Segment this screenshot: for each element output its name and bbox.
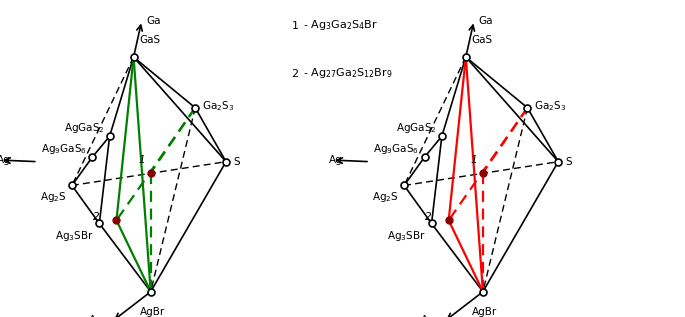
Text: GaS: GaS	[471, 35, 493, 45]
Text: S: S	[233, 157, 240, 167]
Text: 2: 2	[92, 211, 99, 222]
Text: Ag: Ag	[421, 315, 435, 317]
Text: Ag$_2$S: Ag$_2$S	[372, 191, 399, 204]
Text: Ag$_9$GaS$_6$: Ag$_9$GaS$_6$	[373, 142, 419, 156]
Text: AgGaS$_2$: AgGaS$_2$	[64, 121, 104, 135]
Text: - Ag$_{27}$Ga$_2$S$_{12}$Br$_9$: - Ag$_{27}$Ga$_2$S$_{12}$Br$_9$	[303, 66, 393, 80]
Text: Ag$_3$SBr: Ag$_3$SBr	[55, 229, 94, 243]
Text: AgBr: AgBr	[140, 307, 165, 317]
Text: Ag: Ag	[329, 155, 342, 165]
Text: 1: 1	[471, 155, 477, 165]
Text: 2: 2	[425, 211, 432, 222]
Text: Ag$_9$GaS$_6$: Ag$_9$GaS$_6$	[41, 142, 87, 156]
Text: AgGaS$_2$: AgGaS$_2$	[396, 121, 436, 135]
Text: $\it{1}$: $\it{1}$	[291, 19, 299, 31]
Text: Ga$_2$S$_3$: Ga$_2$S$_3$	[534, 99, 566, 113]
Text: S: S	[565, 157, 572, 167]
Text: Ag: Ag	[0, 155, 10, 165]
Text: 1: 1	[138, 155, 145, 165]
Text: Ga: Ga	[146, 16, 160, 26]
Text: GaS: GaS	[139, 35, 160, 45]
Text: Ag$_2$S: Ag$_2$S	[40, 191, 66, 204]
Text: Ga: Ga	[478, 16, 493, 26]
Text: AgBr: AgBr	[473, 307, 497, 317]
Text: $\it{2}$: $\it{2}$	[291, 67, 299, 79]
Text: - Ag$_3$Ga$_2$S$_4$Br: - Ag$_3$Ga$_2$S$_4$Br	[303, 18, 379, 32]
Text: Ag: Ag	[89, 315, 103, 317]
Text: Ag$_3$SBr: Ag$_3$SBr	[387, 229, 426, 243]
Text: Ga$_2$S$_3$: Ga$_2$S$_3$	[202, 99, 234, 113]
